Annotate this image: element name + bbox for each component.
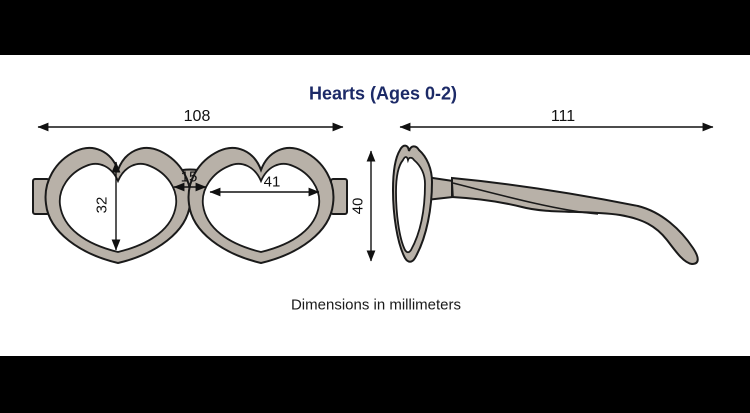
temple-crease-line <box>452 182 599 215</box>
page-title: Hearts (Ages 0-2) <box>308 83 458 104</box>
right-lens-opening <box>201 162 321 253</box>
letterbox-bottom-bar <box>0 356 750 413</box>
letterbox-top-bar <box>0 0 750 55</box>
frame-height-label: 40 <box>349 197 367 215</box>
footer-note: Dimensions in millimeters <box>290 296 462 314</box>
bridge-width-label: 15 <box>180 168 198 186</box>
dimension-lines <box>37 122 714 262</box>
front-width-label: 108 <box>183 108 211 125</box>
temple-length-label: 111 <box>550 108 576 125</box>
lens-width-label: 41 <box>263 173 281 191</box>
side-lens-opening <box>395 156 426 254</box>
lens-height-label: 32 <box>93 196 111 214</box>
front-view <box>32 146 348 265</box>
hinge-line <box>451 178 454 198</box>
temple-arm <box>451 176 699 266</box>
side-view <box>391 144 699 266</box>
